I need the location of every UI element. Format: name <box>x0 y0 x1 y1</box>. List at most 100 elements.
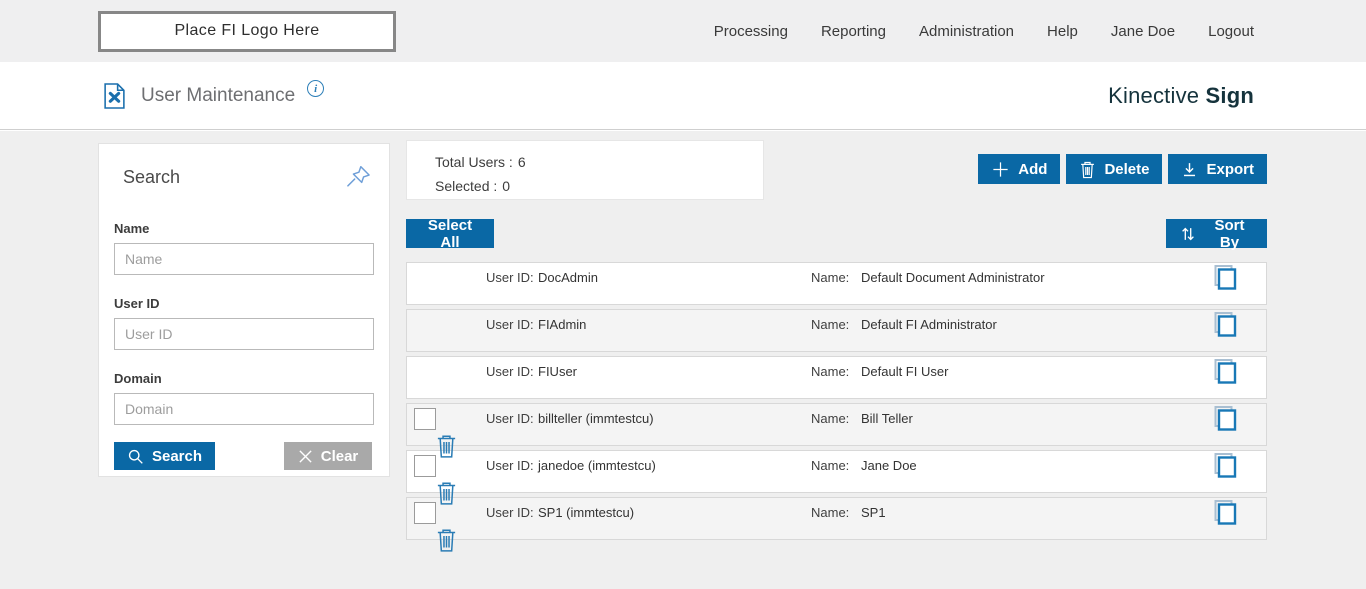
trash-icon <box>437 482 456 505</box>
brand-logo: Kinective Sign <box>1108 83 1254 109</box>
selected-value: 0 <box>502 178 511 194</box>
name-value: SP1 <box>861 505 886 520</box>
name-label: Name: <box>811 505 850 520</box>
page-title: User Maintenance <box>141 84 296 106</box>
table-row: User ID: FIUser Name: Default FI User <box>406 356 1267 399</box>
name-value: Bill Teller <box>861 411 913 426</box>
fi-logo-text: Place FI Logo Here <box>174 22 320 39</box>
nav-reporting[interactable]: Reporting <box>820 22 886 40</box>
copy-user-button[interactable] <box>1185 263 1266 292</box>
summary-box: Total Users : 6 Selected : 0 <box>406 140 764 200</box>
nav-administration[interactable]: Administration <box>918 22 1015 40</box>
copy-icon <box>1214 500 1237 525</box>
copy-icon <box>1214 453 1237 478</box>
user-id-label: User ID: <box>486 458 534 473</box>
fi-logo-placeholder: Place FI Logo Here <box>98 10 396 52</box>
total-users-value: 6 <box>517 154 526 170</box>
search-button[interactable]: Search <box>114 442 215 470</box>
row-checkbox[interactable] <box>414 454 436 477</box>
row-checkbox[interactable] <box>414 407 436 430</box>
delete-button[interactable]: Delete <box>1066 154 1163 184</box>
delete-user-button[interactable] <box>407 480 486 506</box>
user-id-value: FIAdmin <box>538 317 587 332</box>
user-id-value: DocAdmin <box>538 270 598 285</box>
name-value: Default FI User <box>861 364 949 379</box>
brand-regular: Kinective <box>1108 82 1200 108</box>
user-id-field-label: User ID <box>114 296 160 311</box>
user-id-value: SP1 (immtestcu) <box>538 505 635 520</box>
user-id-value: FIUser <box>538 364 577 379</box>
copy-user-button[interactable] <box>1185 498 1266 527</box>
table-row: User ID: billteller (immtestcu) Name: Bi… <box>406 403 1267 458</box>
copy-user-button[interactable] <box>1185 357 1266 386</box>
name-value: Default FI Administrator <box>861 317 997 332</box>
name-input[interactable] <box>114 243 374 275</box>
plus-icon <box>993 161 1008 177</box>
list-toolbar: Select All Sort By <box>406 217 1267 251</box>
user-id-label: User ID: <box>486 411 534 426</box>
name-label: Name: <box>811 270 850 285</box>
user-id-label: User ID: <box>486 317 534 332</box>
total-users-label: Total Users : <box>435 154 513 170</box>
copy-icon <box>1214 265 1237 290</box>
delete-user-button[interactable] <box>407 527 486 553</box>
copy-user-button[interactable] <box>1185 310 1266 339</box>
trash-icon <box>1081 161 1095 178</box>
name-field-label: Name <box>114 221 150 236</box>
copy-user-button[interactable] <box>1185 404 1266 433</box>
user-id-label: User ID: <box>486 270 534 285</box>
content-area: Search Name User ID Domain Search <box>0 131 1366 589</box>
user-id-label: User ID: <box>486 364 534 379</box>
trash-icon <box>437 529 456 552</box>
action-buttons: Add Delete Export <box>978 154 1267 184</box>
top-bar: Place FI Logo Here Processing Reporting … <box>0 0 1366 62</box>
row-checkbox[interactable] <box>414 501 436 524</box>
table-row: User ID: SP1 (immtestcu) Name: SP1 <box>406 497 1267 552</box>
trash-icon <box>437 435 456 458</box>
search-icon <box>128 449 143 464</box>
sort-arrows-icon <box>1182 227 1194 240</box>
user-id-input[interactable] <box>114 318 374 350</box>
export-button[interactable]: Export <box>1168 154 1267 184</box>
page-header: User Maintenance i Kinective Sign <box>0 62 1366 130</box>
main-column: Total Users : 6 Selected : 0 Add <box>406 131 1267 589</box>
user-maintenance-icon <box>104 82 125 109</box>
table-row: User ID: FIAdmin Name: Default FI Admini… <box>406 309 1267 352</box>
top-navigation: Processing Reporting Administration Help… <box>714 23 1254 40</box>
nav-user-name[interactable]: Jane Doe <box>1110 22 1176 40</box>
nav-processing[interactable]: Processing <box>713 22 788 40</box>
nav-help[interactable]: Help <box>1047 22 1078 40</box>
user-id-value: billteller (immtestcu) <box>538 411 654 426</box>
search-panel: Search Name User ID Domain Search <box>98 143 390 477</box>
copy-icon <box>1214 312 1237 337</box>
name-label: Name: <box>811 317 850 332</box>
select-all-button[interactable]: Select All <box>406 217 494 251</box>
name-label: Name: <box>811 364 850 379</box>
pin-icon[interactable] <box>345 164 372 191</box>
name-label: Name: <box>811 411 850 426</box>
table-row: User ID: DocAdmin Name: Default Document… <box>406 262 1267 305</box>
add-button[interactable]: Add <box>978 154 1061 184</box>
selected-label: Selected : <box>435 178 498 194</box>
domain-input[interactable] <box>114 393 374 425</box>
clear-button[interactable]: Clear <box>284 442 372 470</box>
user-id-label: User ID: <box>486 505 534 520</box>
info-icon[interactable]: i <box>307 80 325 97</box>
copy-user-button[interactable] <box>1185 451 1266 480</box>
delete-user-button[interactable] <box>407 433 486 459</box>
name-label: Name: <box>811 458 850 473</box>
search-panel-title: Search <box>123 167 181 187</box>
clear-x-icon <box>299 449 312 463</box>
name-value: Jane Doe <box>861 458 917 473</box>
nav-logout[interactable]: Logout <box>1208 22 1254 40</box>
brand-bold: Sign <box>1205 82 1254 108</box>
copy-icon <box>1214 359 1237 384</box>
sort-by-button[interactable]: Sort By <box>1166 217 1267 251</box>
user-id-value: janedoe (immtestcu) <box>538 458 656 473</box>
copy-icon <box>1214 406 1237 431</box>
name-value: Default Document Administrator <box>861 270 1045 285</box>
user-list: User ID: DocAdmin Name: Default Document… <box>406 262 1267 552</box>
domain-field-label: Domain <box>114 371 162 386</box>
download-icon <box>1184 162 1196 176</box>
table-row: User ID: janedoe (immtestcu) Name: Jane … <box>406 450 1267 505</box>
